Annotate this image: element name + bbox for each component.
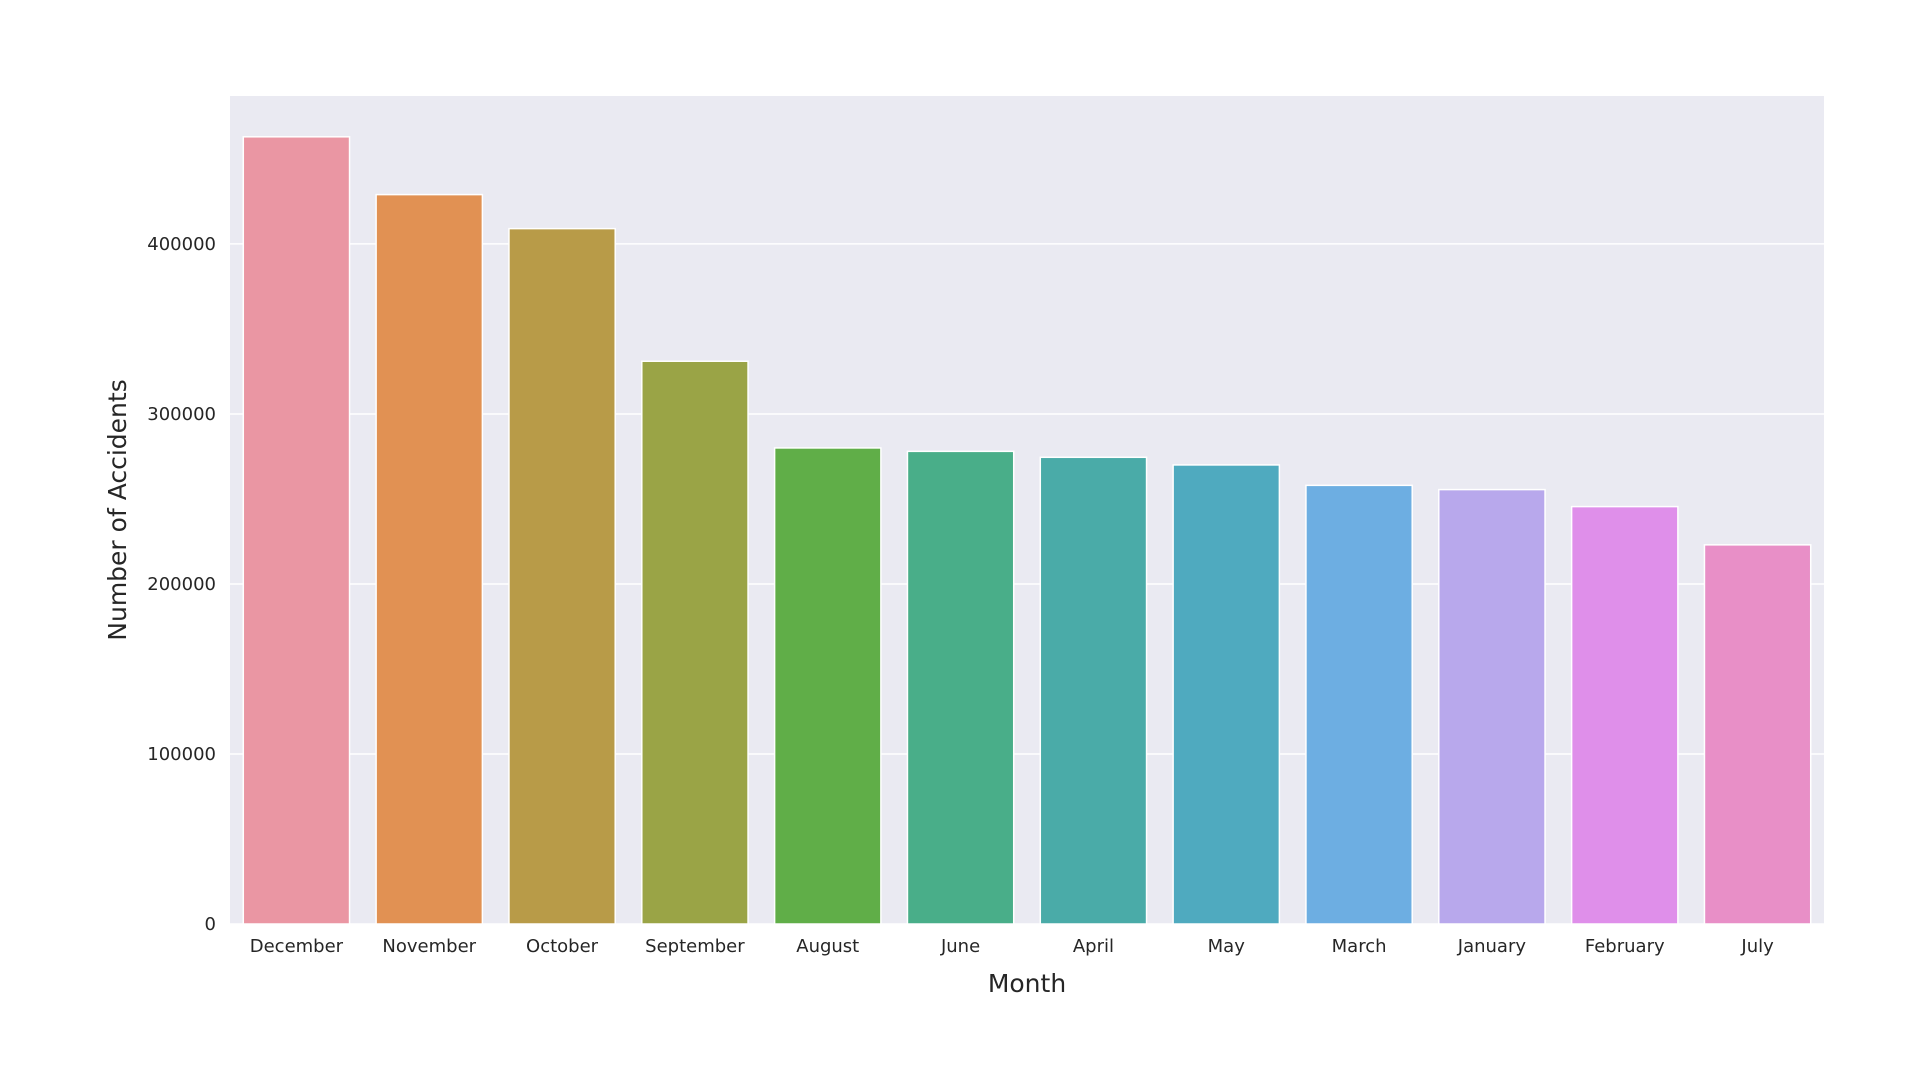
bar-august [773, 447, 882, 925]
x-tick-label: January [1457, 936, 1527, 957]
x-axis-label: Month [988, 969, 1066, 998]
plot-area [230, 96, 1824, 924]
y-axis-label: Number of Accidents [103, 379, 132, 640]
x-tick-label: November [382, 936, 476, 957]
x-tick-label: June [940, 936, 980, 957]
bar-june [906, 450, 1015, 925]
y-tick-label: 400000 [147, 234, 216, 255]
bar-july [1703, 544, 1812, 925]
y-tick-label: 300000 [147, 404, 216, 425]
x-tick-label: April [1073, 936, 1114, 957]
x-tick-label: October [526, 936, 599, 957]
bar-february [1570, 505, 1679, 925]
x-tick-label: May [1208, 936, 1246, 957]
bar-december [242, 136, 351, 925]
bar-may [1172, 464, 1281, 925]
y-tick-label: 100000 [147, 744, 216, 765]
x-tick-label: September [645, 936, 745, 957]
bar-january [1438, 488, 1546, 925]
x-tick-label: February [1585, 936, 1665, 957]
grid-lines [230, 243, 1824, 925]
x-tick-label: August [796, 936, 859, 957]
x-tick-labels: December November October September August Ju… [250, 936, 1774, 957]
y-tick-label: 0 [205, 914, 216, 935]
x-tick-label: December [250, 936, 344, 957]
bar-september [641, 360, 749, 925]
x-tick-label: March [1332, 936, 1387, 957]
bar-april [1039, 456, 1148, 925]
bar-october [508, 227, 616, 925]
y-tick-labels: 0 100000 200000 300000 400000 [147, 234, 216, 935]
y-tick-label: 200000 [147, 574, 216, 595]
bars [242, 136, 1812, 925]
bar-march [1305, 484, 1413, 925]
bar-november [375, 193, 484, 925]
x-tick-label: July [1740, 936, 1774, 957]
